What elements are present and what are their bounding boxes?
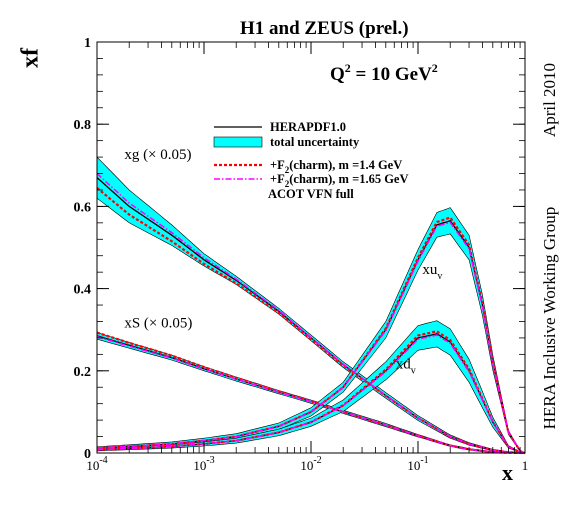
x-axis-label: x [502,460,513,485]
x-tick-label: 10-1 [407,455,428,473]
curve-label-1: xS (× 0.05) [124,316,192,332]
y-tick-label: 0.2 [74,365,92,380]
x-tick-label: 10-3 [193,455,214,473]
y-tick-label: 0.6 [74,200,92,215]
curve-label-3: xdv [396,357,416,377]
y-tick-label: 0 [84,447,91,462]
y-axis-label: xf [18,47,44,68]
legend-entry-4: ACOT VFN full [268,187,354,201]
legend-entry-1: total uncertainty [270,135,360,149]
x-tick-label: 10-2 [300,455,321,473]
legend-entry-3: +F2(charm), m =1.65 GeV [270,172,409,189]
pdf-curves [96,172,526,455]
uncertainty-bands [96,156,526,454]
charm-165-curve-0 [96,172,526,454]
y-tick-label: 0.4 [74,283,92,298]
legend-entry-2: +F2(charm), m =1.4 GeV [270,158,402,175]
legend-swatch-band [213,136,263,148]
legend-entry-0: HERAPDF1.0 [270,120,346,134]
charm-14-curve-0 [96,187,526,455]
curve-label-0: xg (× 0.05) [124,147,191,163]
charm-14-curve-2 [96,216,526,455]
x-tick-label: 10-4 [86,455,107,473]
y-tick-label: 1 [84,36,91,51]
axes: 0 0.2 0.4 0.6 0.8 1 10-4 10-3 10-2 10-1 1 [74,36,529,473]
charm-165-curve-1 [96,335,525,454]
curve-labels: xg (× 0.05) xS (× 0.05) xuv xdv [124,147,442,377]
charm-14-curve-3 [96,330,526,455]
charm-165-curve-3 [96,334,526,454]
y-tick-label: 0.8 [74,118,92,133]
date-label: April 2010 [540,63,559,137]
q2-annotation: Q2 = 10 GeV2 [330,61,438,85]
curve-label-2: xuv [422,262,442,282]
chart-title: H1 and ZEUS (prel.) [240,18,409,39]
x-tick-label: 1 [522,458,529,473]
charm-165-curve-2 [96,221,526,454]
group-label: HERA Inclusive Working Group [540,207,559,430]
